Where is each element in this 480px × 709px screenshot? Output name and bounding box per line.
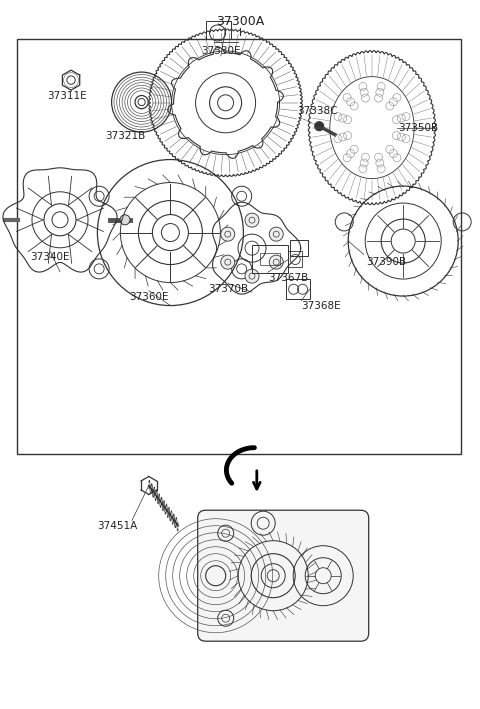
Text: 37338C: 37338C	[298, 106, 338, 116]
Text: 37368E: 37368E	[301, 301, 341, 311]
Circle shape	[120, 215, 130, 225]
Circle shape	[221, 255, 235, 269]
Text: 37451A: 37451A	[97, 521, 138, 531]
Circle shape	[315, 122, 324, 130]
Text: 37330E: 37330E	[201, 46, 240, 56]
Bar	[252, 245, 288, 274]
Bar	[17, 39, 461, 454]
Circle shape	[269, 255, 283, 269]
Circle shape	[269, 227, 283, 241]
Bar	[286, 279, 310, 299]
Bar	[205, 21, 230, 40]
Circle shape	[245, 269, 259, 283]
Text: 37390B: 37390B	[366, 257, 406, 267]
Bar	[260, 254, 280, 265]
Circle shape	[221, 227, 235, 241]
Text: 37321B: 37321B	[105, 131, 145, 141]
Text: 37300A: 37300A	[216, 16, 264, 28]
Text: 37367B: 37367B	[268, 273, 308, 283]
Circle shape	[245, 213, 259, 227]
Text: 37370B: 37370B	[208, 284, 248, 294]
FancyBboxPatch shape	[198, 510, 369, 641]
Text: 37340E: 37340E	[31, 252, 70, 262]
Text: 37360E: 37360E	[129, 292, 168, 302]
Bar	[290, 240, 308, 256]
Text: 37311E: 37311E	[48, 91, 87, 101]
Text: 37350B: 37350B	[398, 123, 439, 133]
Bar	[288, 252, 302, 267]
